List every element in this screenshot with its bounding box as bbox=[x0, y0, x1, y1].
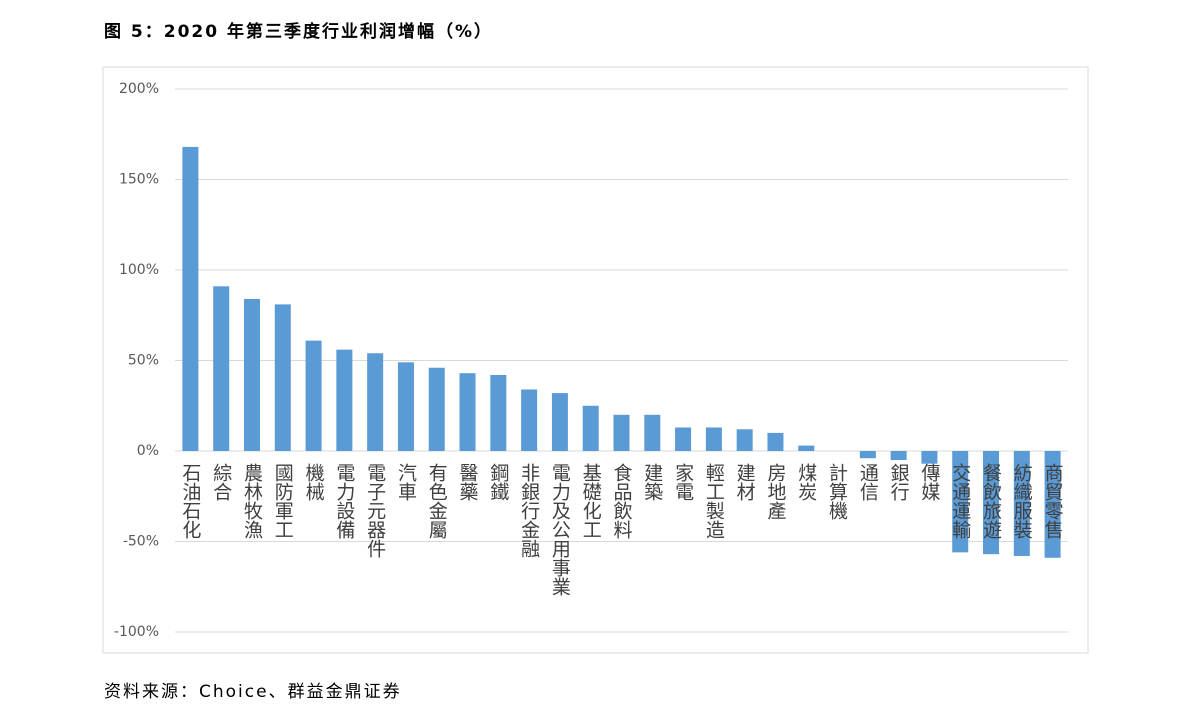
bar bbox=[274, 304, 291, 451]
bar bbox=[490, 374, 507, 451]
x-tick-label: 國防軍工 bbox=[272, 463, 294, 539]
bar bbox=[397, 362, 414, 451]
bar bbox=[952, 451, 969, 553]
bar bbox=[798, 445, 815, 451]
bar bbox=[1013, 451, 1030, 556]
bar bbox=[921, 451, 938, 464]
bar bbox=[675, 427, 692, 451]
x-tick-label: 建築 bbox=[641, 463, 663, 501]
y-tick-label: 200% bbox=[119, 81, 159, 97]
plot-frame bbox=[102, 66, 1089, 654]
x-tick-label: 石油石化 bbox=[179, 463, 201, 539]
x-tick-label: 電力及公用事業 bbox=[549, 463, 571, 596]
x-tick-label: 醫藥 bbox=[457, 463, 479, 501]
chart-title: 图 5：2020 年第三季度行业利润增幅（%） bbox=[104, 21, 493, 42]
y-tick-label: -50% bbox=[123, 534, 159, 550]
bar bbox=[367, 353, 384, 451]
bar bbox=[736, 429, 753, 451]
bar bbox=[459, 373, 476, 451]
bar bbox=[336, 349, 353, 451]
x-tick-label: 有色金屬 bbox=[426, 463, 448, 539]
bar bbox=[705, 427, 722, 451]
x-tick-label: 計算機 bbox=[826, 463, 848, 520]
x-tick-label: 建材 bbox=[734, 463, 756, 501]
x-tick-label: 電子元器件 bbox=[364, 463, 386, 558]
x-tick-label: 銀行 bbox=[888, 463, 910, 501]
source-note: 资料来源：Choice、群益金鼎证券 bbox=[104, 682, 402, 702]
x-tick-label: 汽車 bbox=[395, 463, 417, 501]
bar bbox=[983, 451, 1000, 555]
x-tick-label: 家電 bbox=[672, 463, 694, 501]
y-tick-label: 50% bbox=[128, 353, 159, 369]
x-tick-label: 煤炭 bbox=[795, 463, 817, 501]
bar bbox=[305, 340, 322, 451]
bar bbox=[613, 414, 630, 451]
x-tick-label: 電力設備 bbox=[333, 463, 355, 539]
bar bbox=[213, 286, 230, 451]
x-tick-label: 綜合 bbox=[210, 463, 232, 501]
bar bbox=[582, 405, 599, 451]
x-tick-label: 通信 bbox=[857, 463, 879, 501]
x-tick-label: 輕工製造 bbox=[703, 463, 725, 539]
bar bbox=[767, 432, 784, 451]
x-tick-label: 基礎化工 bbox=[580, 463, 602, 539]
y-tick-label: 150% bbox=[119, 172, 159, 188]
y-tick-label: 100% bbox=[119, 262, 159, 278]
x-tick-label: 鋼鐵 bbox=[487, 463, 509, 501]
bar bbox=[521, 389, 538, 451]
x-tick-label: 農林牧漁 bbox=[241, 463, 263, 539]
x-tick-label: 房地產 bbox=[764, 463, 786, 520]
bar bbox=[182, 146, 199, 452]
bar bbox=[428, 367, 445, 451]
x-tick-label: 紡織服裝 bbox=[1011, 463, 1033, 539]
x-tick-label: 食品飲料 bbox=[611, 463, 633, 539]
x-tick-label: 機械 bbox=[303, 463, 325, 501]
x-tick-label: 餐飲旅遊 bbox=[980, 463, 1002, 539]
bar bbox=[551, 393, 568, 451]
bar bbox=[859, 451, 876, 459]
x-tick-label: 商貿零售 bbox=[1042, 463, 1064, 539]
x-tick-label: 交通運輸 bbox=[949, 463, 971, 539]
x-tick-label: 傳媒 bbox=[918, 463, 940, 501]
bar bbox=[1044, 451, 1061, 558]
bar bbox=[644, 414, 661, 451]
y-tick-label: -100% bbox=[114, 624, 159, 640]
x-tick-label: 非銀行金融 bbox=[518, 463, 540, 558]
bar bbox=[890, 451, 907, 461]
y-tick-label: 0% bbox=[137, 443, 159, 459]
bar bbox=[243, 298, 260, 451]
